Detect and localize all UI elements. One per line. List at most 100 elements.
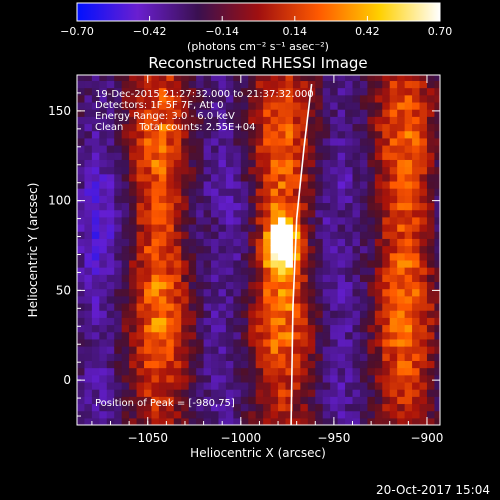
heatmap-cell [77,259,86,268]
heatmap-cell [330,317,339,326]
heatmap-cell [196,245,205,254]
heatmap-cell [374,295,383,304]
heatmap-cell [352,324,361,333]
heatmap-cell [419,223,428,232]
heatmap-cell [84,389,93,397]
heatmap-cell [121,173,130,182]
heatmap-cell [144,288,153,297]
heatmap-cell [255,353,264,361]
heatmap-cell [419,152,428,160]
heatmap-cell [248,209,257,218]
heatmap-cell [397,360,406,369]
heatmap-cell [248,216,257,225]
heatmap-cell [248,324,257,333]
heatmap-cell [389,223,398,232]
heatmap-cell [121,417,130,425]
heatmap-cell [352,317,361,326]
heatmap-cell [285,238,294,247]
heatmap-cell [374,216,383,225]
heatmap-cell [255,302,264,311]
heatmap-cell [315,223,324,232]
heatmap-cell [367,324,376,333]
heatmap-cell [412,238,421,247]
heatmap-cell [315,288,324,297]
heatmap-cell [225,353,234,361]
heatmap-cell [114,209,123,218]
heatmap-cell [151,137,160,146]
heatmap-cell [389,94,398,103]
heatmap-cell [203,75,212,81]
heatmap-cell [233,381,242,390]
heatmap-cell [91,223,100,232]
heatmap-cell [300,130,309,139]
heatmap-cell [352,173,361,182]
heatmap-cell [307,381,316,390]
heatmap-cell [203,209,212,218]
heatmap-cell [188,396,197,405]
heatmap-cell [151,109,160,117]
heatmap-cell [315,209,324,218]
heatmap-cell [151,252,160,261]
heatmap-cell [426,152,436,160]
heatmap-cell [106,130,115,139]
heatmap-cell [359,101,368,110]
heatmap-cell [99,245,108,254]
heatmap-cell [367,145,376,153]
heatmap-cell [225,180,234,189]
heatmap-cell [300,209,309,218]
heatmap-cell [99,267,108,275]
heatmap-cell [412,403,421,412]
heatmap-cell [158,75,167,81]
heatmap-cell [114,195,123,204]
heatmap-cell [233,94,242,103]
heatmap-cell [225,94,234,103]
heatmap-cell [77,360,86,369]
heatmap-cell [99,288,108,297]
heatmap-cell [434,353,440,361]
heatmap-cell [434,252,440,261]
heatmap-cell [345,288,354,297]
colorbar-tick-label: −0.70 [60,25,94,38]
heatmap-cell [99,281,108,290]
heatmap-cell [382,173,391,182]
heatmap-cell [322,195,331,204]
heatmap-cell [278,173,287,182]
heatmap-cell [307,302,316,311]
heatmap-cell [77,166,86,175]
heatmap-cell [188,166,197,175]
heatmap-cell [263,346,272,354]
heatmap-cell [129,231,138,239]
heatmap-cell [211,101,220,110]
heatmap-cell [144,331,153,340]
heatmap-cell [211,180,220,189]
heatmap-cell [263,223,272,232]
heatmap-cell [188,137,197,146]
heatmap-cell [218,295,227,304]
heatmap-cell [225,259,234,268]
heatmap-cell [91,188,100,196]
heatmap-cell [330,281,339,290]
heatmap-cell [166,281,175,290]
heatmap-cell [397,137,406,146]
heatmap-cell [426,310,436,318]
heatmap-cell [203,403,212,412]
heatmap-cell [91,410,100,419]
heatmap-cell [263,417,272,425]
heatmap-cell [240,267,249,275]
heatmap-cell [345,324,354,333]
heatmap-cell [382,374,391,383]
heatmap-cell [84,123,93,132]
heatmap-cell [278,245,287,254]
heatmap-cell [121,267,130,275]
heatmap-cell [337,252,346,261]
heatmap-cell [158,116,167,125]
heatmap-cell [114,130,123,139]
heatmap-cell [419,324,428,333]
heatmap-cell [240,123,249,132]
heatmap-cell [136,274,145,283]
heatmap-cell [114,353,123,361]
heatmap-cell [211,274,220,283]
heatmap-cell [322,238,331,247]
heatmap-cell [345,389,354,397]
heatmap-cell [240,389,249,397]
